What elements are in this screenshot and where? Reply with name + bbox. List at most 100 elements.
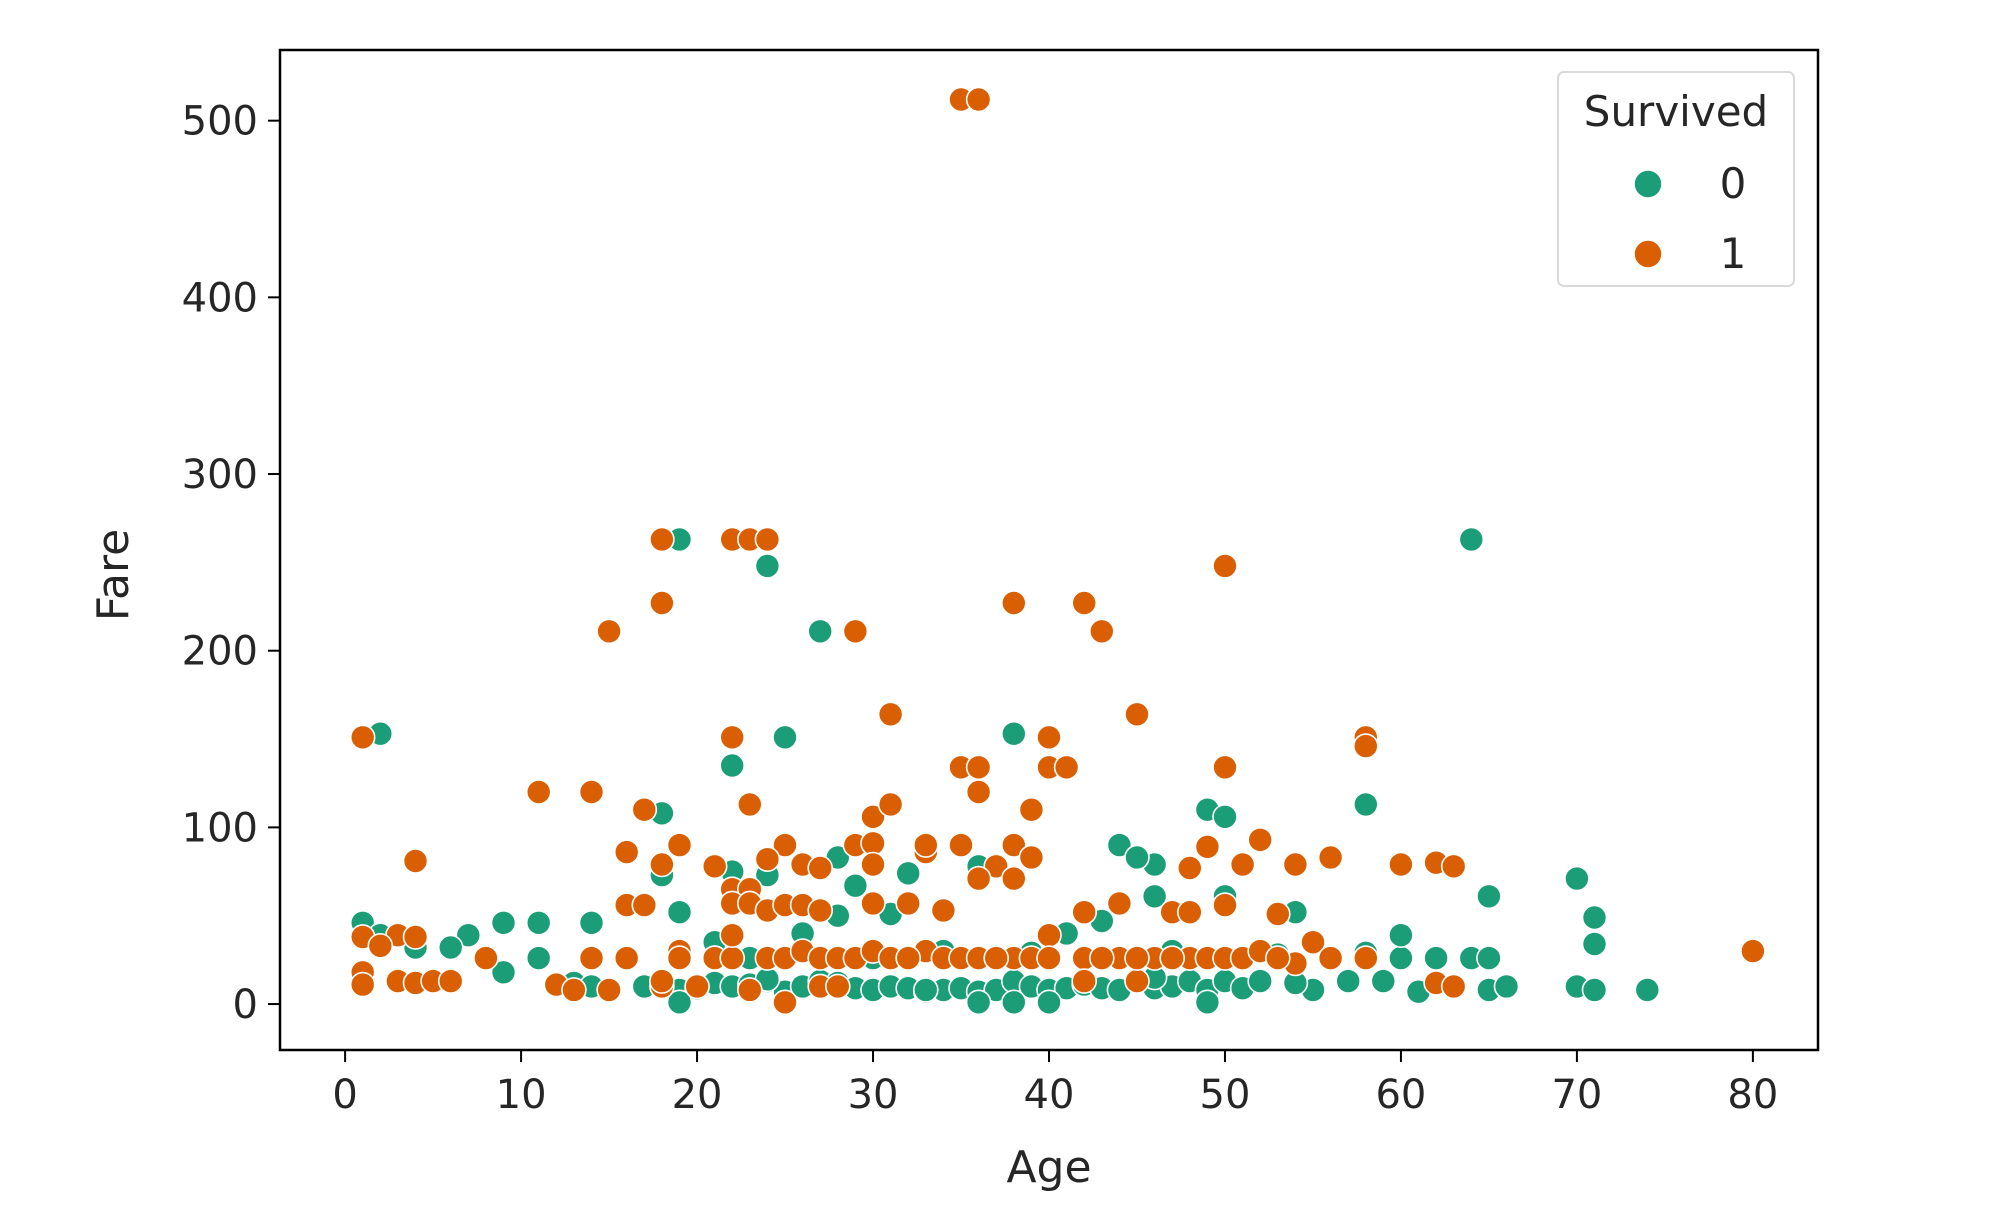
point-survived-1-21 [965, 754, 992, 781]
point-survived-1-36 [948, 832, 974, 858]
legend-title: Survived [1584, 87, 1768, 136]
point-survived-0-38 [490, 959, 517, 986]
point-survived-1-63 [631, 892, 658, 918]
point-survived-1-140 [1159, 945, 1185, 971]
point-survived-1-5 [754, 526, 781, 553]
point-survived-1-102 [719, 945, 746, 971]
point-survived-0-4 [1458, 526, 1485, 553]
y-tick-label-400: 400 [182, 275, 258, 321]
point-survived-1-97 [596, 977, 622, 1003]
point-survived-1-98 [613, 945, 640, 971]
point-survived-1-72 [930, 897, 957, 924]
point-survived-1-76 [1071, 899, 1097, 926]
legend-entries: 01 [1633, 159, 1747, 278]
point-survived-1-61 [1440, 853, 1467, 880]
point-survived-1-38 [1018, 844, 1045, 871]
x-tick-label-60: 60 [1375, 1072, 1426, 1118]
point-survived-1-32 [1018, 796, 1045, 823]
point-survived-1-57 [1282, 851, 1309, 878]
point-survived-0-24 [1581, 931, 1608, 957]
point-survived-1-29 [736, 791, 763, 818]
point-survived-0-28 [1141, 883, 1168, 910]
point-survived-0-36 [437, 934, 464, 961]
point-survived-0-15 [1106, 832, 1133, 858]
point-survived-1-144 [1265, 945, 1291, 971]
x-tick-label-40: 40 [1024, 1072, 1075, 1118]
legend-marker-1 [1633, 239, 1663, 269]
x-tick-label-0: 0 [332, 1072, 357, 1118]
point-survived-0-90 [1493, 973, 1520, 1000]
point-survived-1-49 [754, 846, 781, 873]
point-survived-1-73 [965, 865, 992, 892]
legend-marker-0 [1633, 169, 1663, 199]
point-survived-1-2 [649, 526, 675, 553]
point-survived-1-12 [1089, 618, 1115, 645]
point-survived-1-28 [631, 796, 658, 823]
point-survived-1-54 [983, 853, 1010, 880]
point-survived-0-11 [1353, 791, 1379, 818]
point-survived-1-40 [1247, 826, 1273, 853]
y-axis-label: Fare [88, 529, 139, 621]
y-tick-label-500: 500 [182, 99, 258, 145]
point-survived-1-75 [1036, 922, 1062, 949]
points-layer [349, 86, 1766, 1016]
point-survived-1-33 [772, 832, 798, 858]
point-survived-0-98 [1036, 989, 1062, 1016]
point-survived-0-94 [666, 989, 693, 1016]
point-survived-1-122 [1124, 968, 1150, 994]
point-survived-0-79 [1335, 968, 1361, 994]
point-survived-0-81 [1370, 968, 1397, 994]
point-survived-1-41 [1194, 833, 1221, 860]
point-survived-0-30 [578, 909, 605, 936]
point-survived-0-33 [455, 922, 482, 949]
y-axis: 0 100 200 300 400 500 [182, 99, 280, 1028]
point-survived-0-22 [1564, 865, 1590, 892]
point-survived-1-133 [772, 989, 798, 1016]
point-survived-1-71 [895, 890, 922, 917]
legend-box [1557, 71, 1795, 287]
point-survived-1-119 [1036, 945, 1062, 971]
point-survived-1-46 [701, 853, 728, 880]
point-survived-1-95 [561, 977, 587, 1003]
legend-label-1: 1 [1720, 229, 1747, 278]
point-survived-1-93 [473, 945, 499, 971]
point-survived-1-59 [1388, 851, 1414, 878]
point-survived-1-13 [877, 701, 904, 728]
point-survived-1-27 [578, 779, 605, 805]
point-survived-1-134 [666, 945, 693, 971]
point-survived-1-138 [1089, 945, 1115, 971]
point-survived-1-136 [895, 945, 922, 971]
point-survived-1-131 [1440, 973, 1467, 1000]
y-tick-label-0: 0 [233, 982, 258, 1028]
point-survived-1-23 [1053, 754, 1080, 781]
x-axis-label: Age [1006, 1142, 1091, 1193]
point-survived-1-70 [860, 890, 886, 917]
y-tick-label-200: 200 [182, 629, 258, 675]
point-survived-1-17 [1036, 724, 1062, 751]
point-survived-1-19 [1353, 733, 1379, 759]
point-survived-1-7 [649, 590, 675, 616]
point-survived-0-21 [666, 899, 693, 926]
x-axis: 0 10 20 30 40 50 60 70 80 [332, 1050, 1778, 1118]
point-survived-1-58 [1317, 844, 1344, 871]
point-survived-0-17 [1124, 844, 1150, 871]
point-survived-0-82 [1388, 945, 1414, 971]
point-survived-1-25 [965, 779, 992, 805]
point-survived-1-45 [666, 832, 693, 858]
point-survived-1-15 [349, 724, 376, 751]
point-survived-1-1 [965, 86, 992, 113]
point-survived-1-96 [578, 945, 605, 971]
point-survived-0-32 [525, 909, 552, 936]
point-survived-1-77 [1106, 890, 1133, 917]
point-survived-0-6 [719, 752, 746, 779]
point-survived-0-96 [965, 989, 992, 1016]
point-survived-1-44 [649, 851, 675, 878]
point-survived-0-97 [1000, 989, 1027, 1016]
point-survived-1-10 [596, 618, 622, 645]
point-survived-0-39 [525, 945, 552, 971]
point-survived-0-12 [895, 860, 922, 887]
point-survived-1-55 [1177, 855, 1203, 881]
point-survived-0-85 [1423, 945, 1449, 971]
point-survived-1-141 [1071, 968, 1097, 994]
